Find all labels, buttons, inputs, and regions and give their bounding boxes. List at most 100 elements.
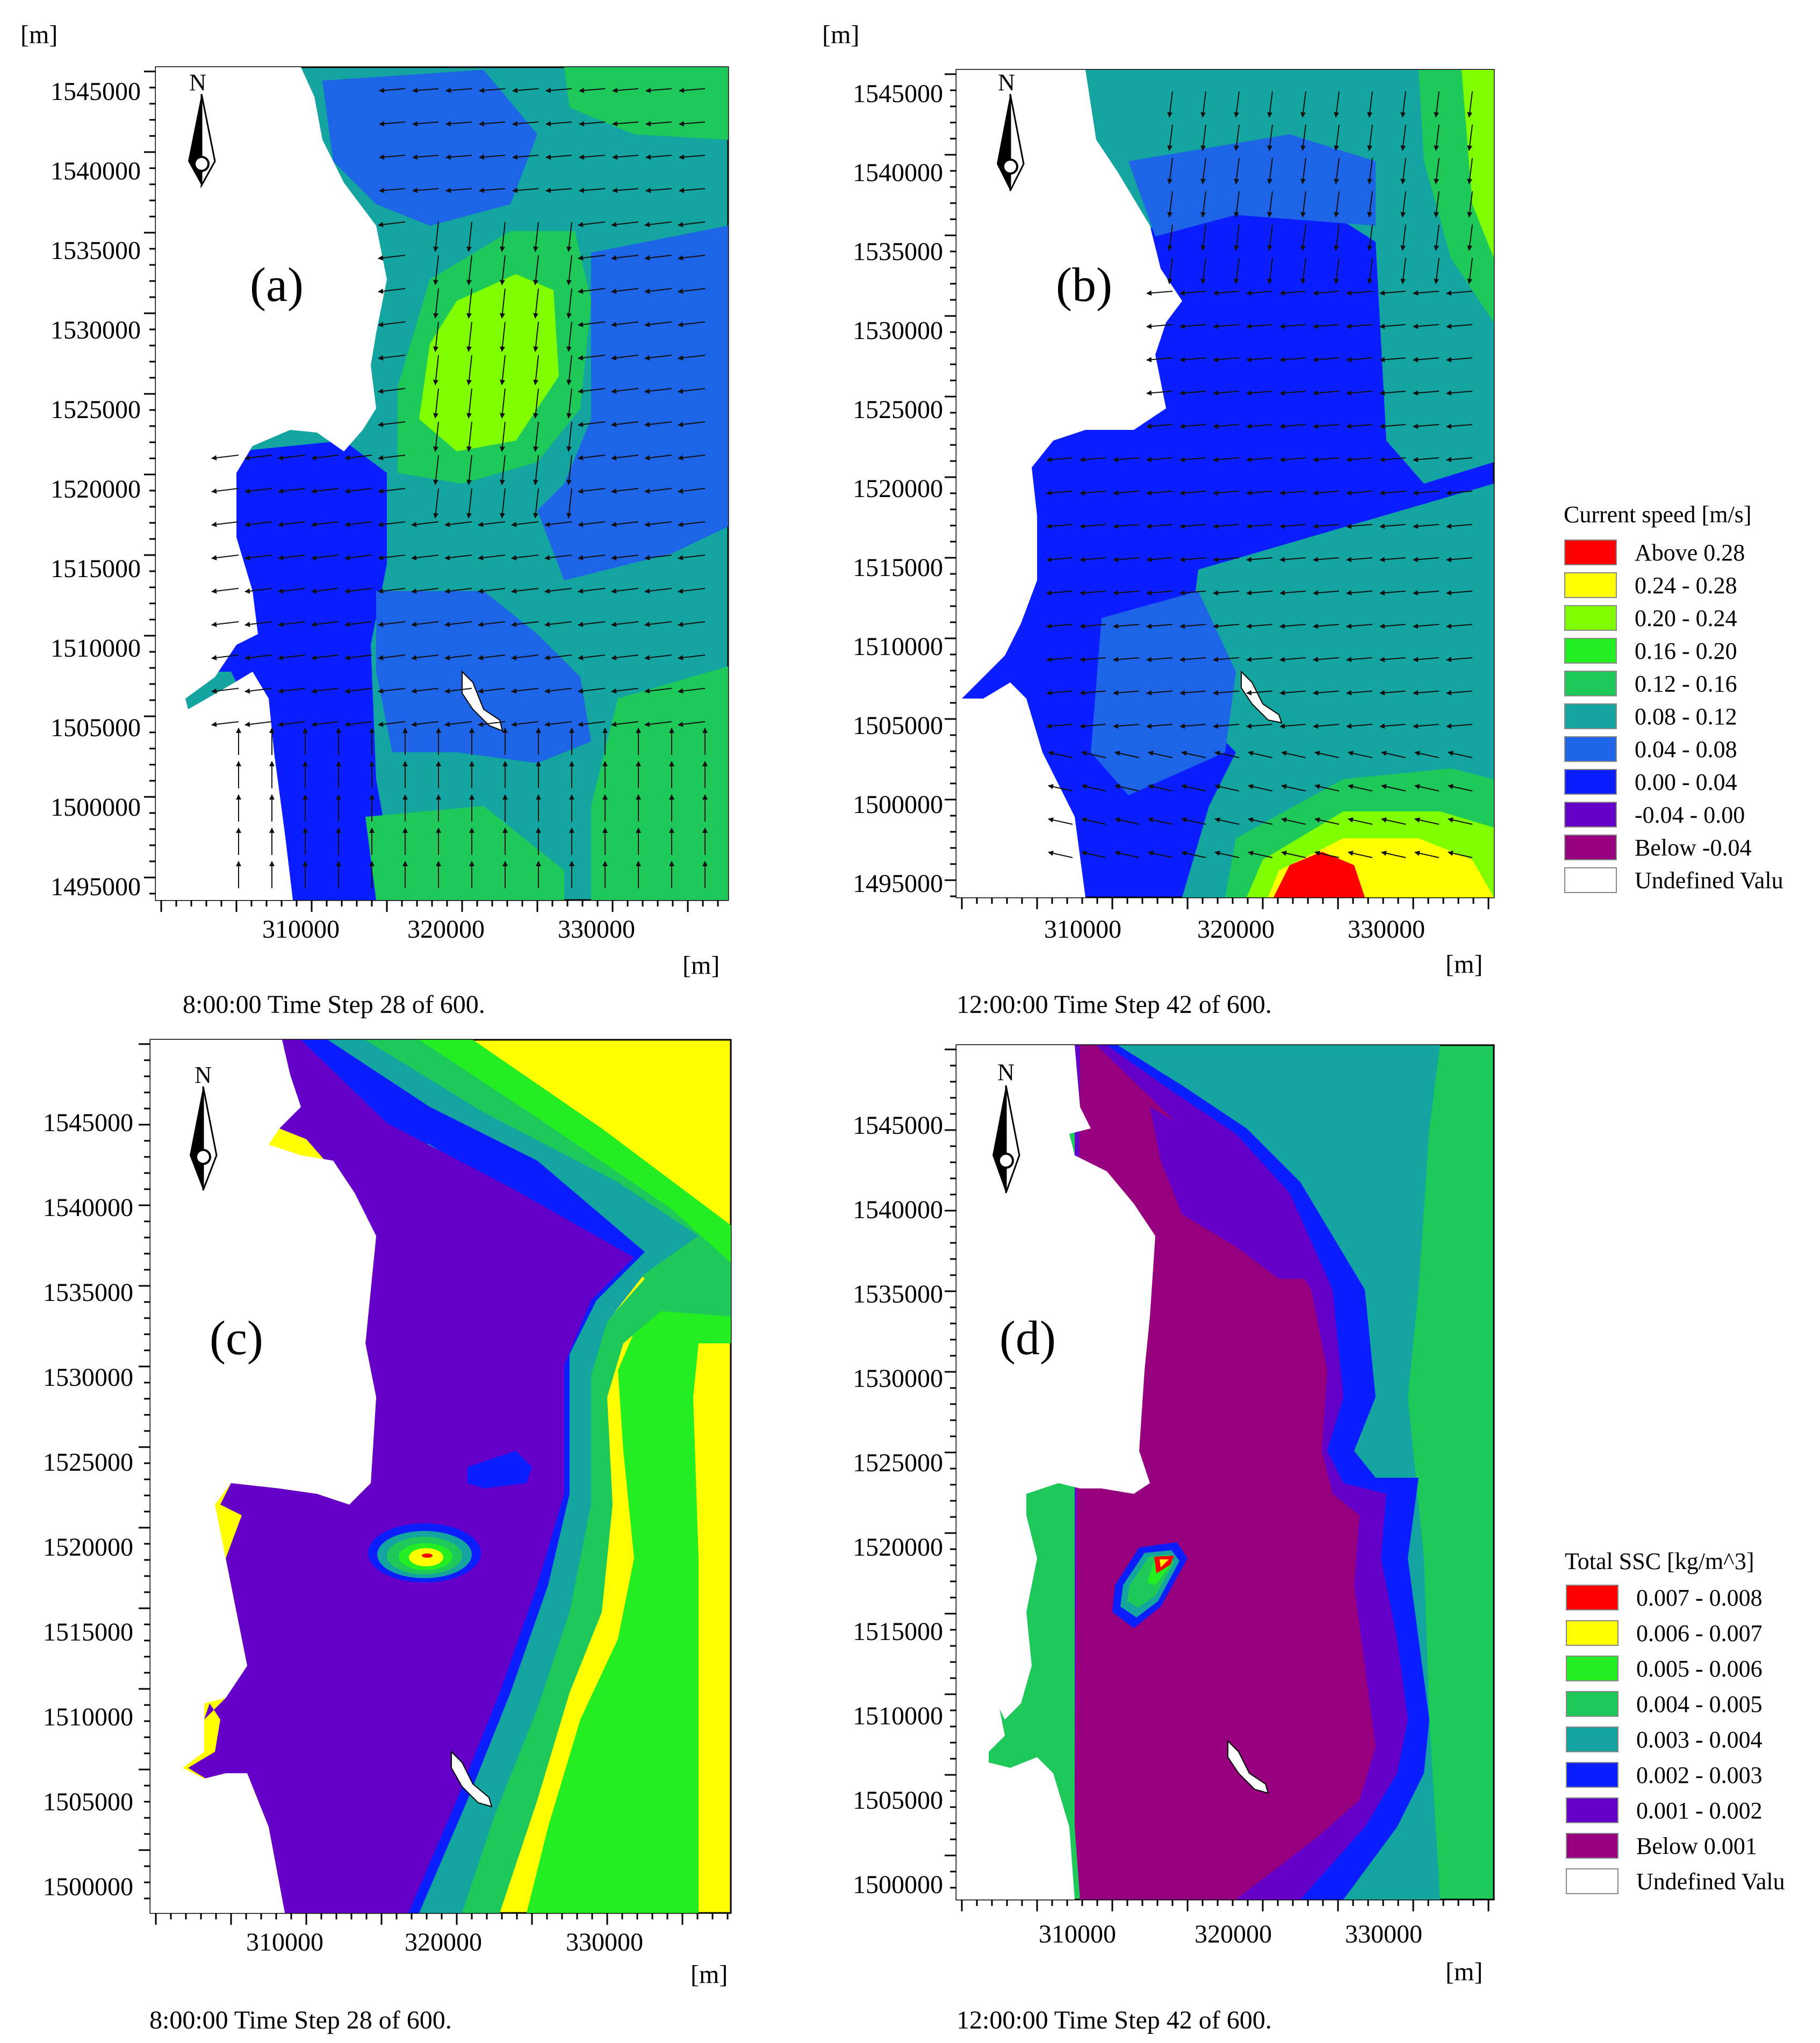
current-vector bbox=[1281, 784, 1306, 792]
current-vector bbox=[1200, 224, 1206, 251]
current-vector bbox=[1367, 191, 1373, 218]
current-vector bbox=[1081, 784, 1106, 792]
current-vector bbox=[1313, 390, 1340, 396]
current-vector bbox=[1379, 490, 1406, 496]
current-vector bbox=[644, 321, 672, 327]
x-tick-label: 330000 bbox=[1345, 1920, 1422, 1948]
current-vector bbox=[1434, 191, 1440, 218]
current-vector bbox=[1346, 557, 1373, 563]
current-vector bbox=[1367, 124, 1373, 151]
current-vector bbox=[1246, 323, 1273, 329]
current-vector bbox=[466, 455, 472, 485]
current-vector bbox=[1080, 557, 1106, 563]
current-vector bbox=[1446, 423, 1473, 429]
current-vector bbox=[1346, 323, 1373, 329]
current-vector bbox=[1448, 784, 1473, 792]
current-vector bbox=[378, 421, 406, 427]
panel-b: [m] N (b) 310000 320000 330000 bbox=[822, 20, 1495, 1019]
y-tick-label: 1530000 bbox=[853, 1364, 943, 1393]
current-vector bbox=[1379, 290, 1406, 296]
current-vector bbox=[1414, 817, 1440, 825]
current-vector bbox=[1279, 457, 1306, 463]
region-blue-north bbox=[322, 70, 537, 226]
current-vector bbox=[511, 654, 539, 660]
north-arrow-icon bbox=[190, 1087, 203, 1190]
region-lightgreen-center bbox=[419, 274, 559, 451]
current-vector bbox=[500, 321, 506, 352]
region-red-se bbox=[1274, 852, 1365, 897]
y-tick-label: 1545000 bbox=[853, 1111, 943, 1140]
current-vector bbox=[1279, 623, 1306, 629]
current-vector bbox=[444, 555, 472, 560]
current-vector bbox=[1267, 91, 1273, 118]
north-arrow-d: N bbox=[992, 1059, 1020, 1193]
current-vector bbox=[1248, 784, 1273, 792]
current-vector bbox=[278, 455, 306, 461]
current-vector bbox=[578, 521, 606, 527]
current-vector bbox=[1046, 723, 1073, 729]
current-vector bbox=[1267, 191, 1273, 218]
y-tick-label: 1505000 bbox=[43, 1788, 133, 1816]
current-vector bbox=[1046, 490, 1073, 496]
current-vector bbox=[678, 388, 706, 394]
current-vector bbox=[1346, 723, 1373, 729]
current-vector bbox=[1213, 290, 1240, 296]
current-vector bbox=[478, 621, 506, 627]
current-vector bbox=[1446, 723, 1473, 729]
current-vector bbox=[645, 121, 672, 127]
current-vector bbox=[1146, 623, 1173, 629]
legend-current-speed: Current speed [m/s] Above 0.28 0.24 - 0.2… bbox=[1564, 501, 1783, 894]
current-vector bbox=[1313, 490, 1340, 496]
legend-label: 0.005 - 0.006 bbox=[1636, 1656, 1763, 1682]
current-vector bbox=[479, 154, 506, 160]
current-vector bbox=[1167, 257, 1173, 284]
current-vector bbox=[511, 621, 539, 627]
current-vector bbox=[1348, 817, 1373, 825]
current-vector bbox=[411, 555, 439, 560]
current-vector bbox=[645, 188, 672, 193]
current-vector bbox=[500, 221, 506, 252]
current-vector bbox=[1213, 357, 1240, 363]
current-vector bbox=[1046, 457, 1073, 463]
current-vector bbox=[1379, 723, 1406, 729]
current-vector bbox=[411, 621, 439, 627]
current-vector bbox=[1400, 224, 1406, 251]
current-vector bbox=[478, 588, 506, 594]
current-vector bbox=[511, 555, 539, 560]
current-vector bbox=[278, 588, 306, 594]
current-vector bbox=[344, 654, 372, 660]
y-tick-label: 1525000 bbox=[853, 395, 943, 424]
current-vector bbox=[544, 621, 572, 627]
current-vector bbox=[1446, 657, 1473, 663]
current-vector bbox=[1446, 623, 1473, 629]
current-vector bbox=[578, 255, 606, 261]
current-vector bbox=[679, 88, 706, 93]
current-vector bbox=[578, 221, 606, 227]
current-vector bbox=[645, 88, 672, 93]
current-vector bbox=[500, 288, 506, 319]
region-green-se bbox=[591, 666, 728, 900]
y-tick-label: 1530000 bbox=[43, 1363, 133, 1392]
x-tick-label: 310000 bbox=[262, 915, 340, 944]
current-vector bbox=[1113, 590, 1140, 596]
y-tick-label: 1525000 bbox=[51, 395, 141, 424]
current-vector bbox=[578, 555, 606, 560]
current-vector bbox=[1146, 690, 1173, 696]
current-vector bbox=[679, 121, 706, 127]
current-vector bbox=[1346, 590, 1373, 596]
legend-swatch bbox=[1564, 802, 1617, 828]
current-vector bbox=[512, 188, 539, 193]
current-vector bbox=[244, 555, 272, 560]
current-vector bbox=[1248, 851, 1273, 858]
current-vector bbox=[1113, 457, 1140, 463]
current-vector bbox=[533, 455, 539, 485]
current-vector bbox=[1381, 751, 1406, 758]
current-vector bbox=[500, 388, 506, 419]
current-vector bbox=[1379, 623, 1406, 629]
current-vector bbox=[1279, 490, 1306, 496]
current-vector bbox=[1113, 690, 1140, 696]
legend-label: 0.001 - 0.002 bbox=[1636, 1797, 1763, 1824]
current-vector bbox=[1279, 657, 1306, 663]
current-vector bbox=[1379, 523, 1406, 529]
current-vector bbox=[1300, 257, 1306, 284]
